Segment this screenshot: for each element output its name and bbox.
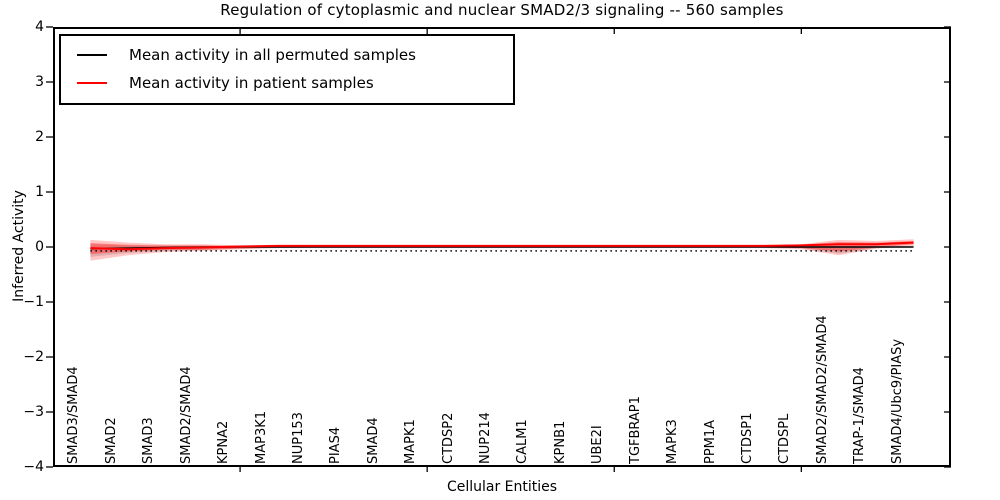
x-tick-label: UBE2I [590, 425, 606, 464]
y-tick-label: 3 [35, 74, 44, 90]
legend-box: Mean activity in all permuted samples Mea… [59, 34, 515, 105]
x-tick-label: SMAD2/SMAD4 [178, 366, 194, 464]
x-tick-label: CTDSP1 [739, 412, 755, 464]
legend-item: Mean activity in all permuted samples [61, 41, 513, 69]
chart-title: Regulation of cytoplasmic and nuclear SM… [220, 1, 784, 19]
y-tick-label: −4 [23, 459, 44, 475]
y-tick-label: 4 [35, 19, 44, 35]
patient-range-outer-band [90, 239, 914, 261]
x-tick-label: TGFBRAP1 [627, 396, 643, 464]
axes-frame [53, 27, 951, 467]
x-tick-label: MAPK3 [665, 419, 681, 464]
y-tick-label: −2 [23, 349, 44, 365]
x-tick-label: CTDSP2 [440, 412, 456, 464]
x-tick-label: PIAS4 [328, 426, 344, 464]
x-tick-label: MAPK1 [403, 419, 419, 464]
plot-area [46, 26, 951, 472]
legend-line-sample-icon [77, 82, 107, 84]
x-tick-label: MAP3K1 [253, 410, 269, 464]
x-tick-label: SMAD4/Ubc9/PIASy [889, 338, 905, 464]
y-tick-label: −1 [23, 294, 44, 310]
x-tick-label: CTDSPL [777, 413, 793, 464]
x-axis-label: Cellular Entities [446, 479, 558, 495]
y-tick-label: 0 [35, 239, 44, 255]
x-tick-label: SMAD2 [103, 417, 119, 464]
x-tick-label: KPNB1 [552, 420, 568, 464]
x-tick-label: SMAD4 [365, 417, 381, 464]
x-tick-label: SMAD3/SMAD4 [66, 366, 82, 464]
x-tick-label: PPM1A [702, 419, 718, 464]
y-tick-label: −3 [23, 404, 44, 420]
y-tick-label: 1 [35, 184, 44, 200]
x-tick-label: SMAD2/SMAD2/SMAD4 [814, 315, 830, 464]
x-tick-label: TRAP-1/SMAD4 [852, 367, 868, 464]
legend-item-label: Mean activity in all permuted samples [129, 46, 416, 64]
x-tick-label: NUP153 [290, 412, 306, 464]
patient-mean-line [90, 241, 914, 251]
x-tick-label: SMAD3 [141, 417, 157, 464]
x-tick-label: KPNA2 [216, 420, 232, 464]
x-tick-label: NUP214 [478, 412, 493, 464]
legend-line-sample-icon [77, 54, 107, 56]
legend-item-label: Mean activity in patient samples [129, 74, 374, 92]
x-tick-label: CALM1 [515, 419, 531, 464]
legend-item: Mean activity in patient samples [61, 69, 513, 97]
y-tick-label: 2 [35, 129, 44, 145]
